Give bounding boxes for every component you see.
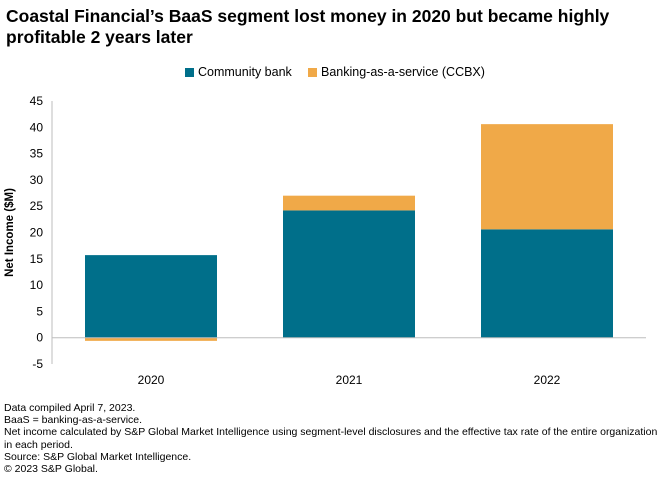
legend-label-community-bank: Community bank bbox=[198, 65, 292, 79]
y-tick-label: 20 bbox=[30, 226, 44, 240]
bar-community-bank-2022 bbox=[481, 229, 613, 338]
footnote-methodology: Net income calculated by S&P Global Mark… bbox=[4, 426, 658, 451]
bar-community-bank-2021 bbox=[283, 210, 415, 338]
x-tick-label: 2020 bbox=[138, 373, 165, 387]
footnotes: Data compiled April 7, 2023. BaaS = bank… bbox=[4, 402, 658, 475]
y-tick-label: 40 bbox=[30, 120, 44, 134]
bar-baas-2020 bbox=[85, 337, 217, 341]
chart-plot: Net Income ($M) -5 0 5 10 15 20 25 30 35 40 45 2020 2… bbox=[4, 94, 646, 387]
y-tick-label: 10 bbox=[30, 278, 44, 292]
footnote-date: Data compiled April 7, 2023. bbox=[4, 402, 136, 414]
bar-community-bank-2020 bbox=[85, 255, 217, 338]
bar-baas-2022 bbox=[481, 124, 613, 230]
footnote-abbreviation: BaaS = banking-as-a-service. bbox=[4, 414, 143, 427]
y-tick-label: 5 bbox=[36, 304, 43, 318]
legend-swatch-community-bank bbox=[185, 67, 194, 77]
y-tick-label: 25 bbox=[30, 199, 44, 213]
bar-baas-2021 bbox=[283, 195, 415, 211]
y-tick-label: 30 bbox=[30, 173, 44, 187]
x-tick-label: 2022 bbox=[534, 373, 561, 387]
y-tick-label: -5 bbox=[32, 357, 43, 371]
y-tick-label: 0 bbox=[36, 331, 43, 345]
legend-item-baas: Banking-as-a-service (CCBX) bbox=[308, 65, 485, 79]
legend-item-community-bank: Community bank bbox=[185, 65, 292, 79]
legend-swatch-baas bbox=[308, 67, 317, 77]
legend-label-baas: Banking-as-a-service (CCBX) bbox=[321, 65, 485, 79]
y-tick-label: 45 bbox=[30, 94, 44, 108]
y-axis-label: Net Income ($M) bbox=[4, 188, 16, 277]
x-tick-label: 2021 bbox=[336, 373, 363, 387]
y-tick-label: 15 bbox=[30, 252, 44, 266]
y-tick-label: 35 bbox=[30, 147, 44, 161]
chart-title: Coastal Financial’s BaaS segment lost mo… bbox=[6, 6, 610, 47]
legend: Community bank Banking-as-a-service (CCB… bbox=[0, 65, 660, 83]
footnote-source: Source: S&P Global Market Intelligence. bbox=[4, 450, 192, 463]
footnote-copyright: © 2023 S&P Global. bbox=[4, 463, 98, 476]
